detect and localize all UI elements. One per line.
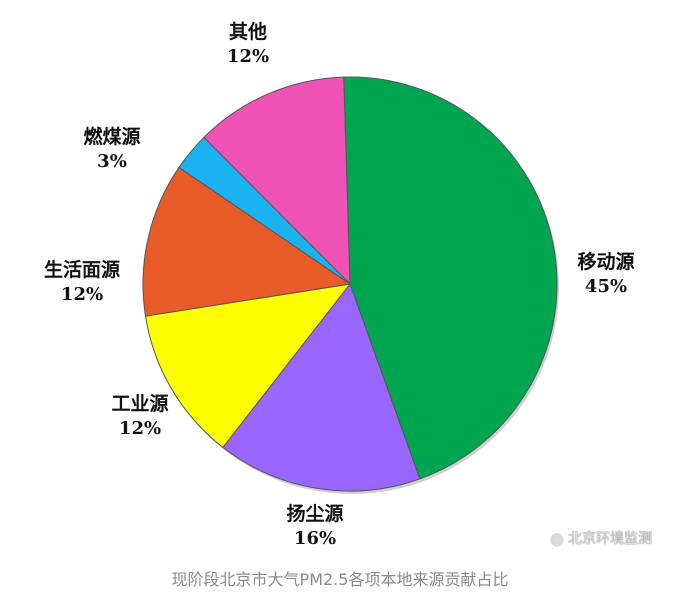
slice-value-label-3: 12% [119,418,161,439]
slice-value-label-2: 16% [294,528,336,549]
pie-slice-2 [222,282,421,492]
slice-value-label-5: 3% [97,151,127,172]
slice-label-3: 工业源 [111,392,168,415]
pie-slice-1 [343,76,558,480]
weibo-icon: ◉ [550,528,564,548]
pie-chart-svg: 移动源 45% 扬尘源 16% 工业源 12% 生活面源 12% 燃煤源 3% 其他 12% [44,20,635,549]
slice-label-6: 其他 [229,20,267,43]
slice-label-1: 移动源 [577,250,634,273]
slice-label-2: 扬尘源 [286,502,343,525]
slice-label-5: 燃煤源 [83,125,140,148]
slice-value-label-4: 12% [61,284,103,305]
slice-value-label-6: 12% [227,46,269,67]
pie-slice-3 [144,283,352,449]
pie-slice-4 [142,166,352,317]
chart-caption: 现阶段北京市大气PM2.5各项本地来源贡献占比 [171,570,509,589]
slice-value-label-1: 45% [585,276,627,297]
watermark: ◉ 北京环境监测 [550,528,652,548]
slice-label-4: 生活面源 [44,258,120,281]
watermark-text: 北京环境监测 [568,531,652,547]
pie-slice-6 [203,76,351,286]
pie-chart: 移动源 45% 扬尘源 16% 工业源 12% 生活面源 12% 燃煤源 3% 其他 12% [44,20,635,549]
